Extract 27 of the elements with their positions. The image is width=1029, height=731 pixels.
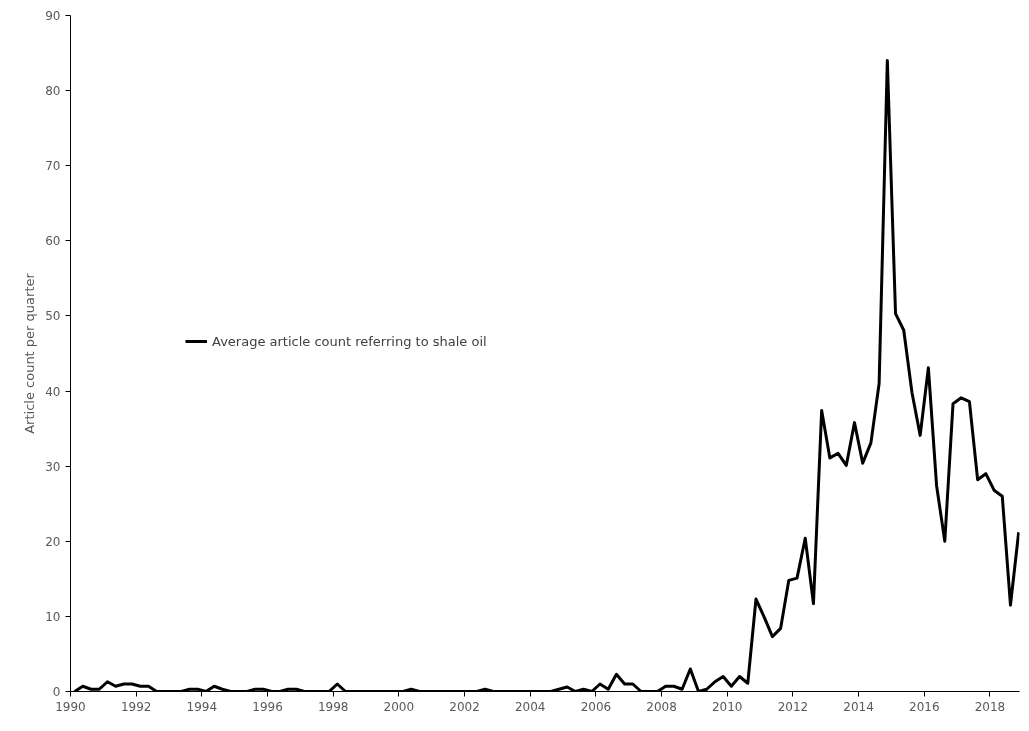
- y-tick-label: 30: [45, 459, 61, 474]
- x-tick-label: 2010: [711, 699, 743, 714]
- y-tick-label: 0: [52, 685, 61, 699]
- y-tick-label: 50: [45, 309, 61, 324]
- y-tick-label: 80: [45, 84, 61, 99]
- y-tick-label: 20: [45, 534, 61, 549]
- x-tick-label: 2000: [383, 699, 415, 714]
- x-tick-label: 1996: [252, 699, 283, 714]
- y-tick-label: 70: [45, 159, 61, 174]
- x-tick-label: 1994: [186, 699, 218, 714]
- y-tick-label: 10: [45, 609, 61, 624]
- legend-label: Average article count referring to shale oil: [212, 333, 487, 349]
- x-tick-label: 2014: [843, 699, 874, 714]
- x-tick-label: 2016: [909, 699, 940, 714]
- y-tick-label: 40: [45, 384, 61, 399]
- x-tick-label: 2012: [777, 699, 809, 714]
- x-tick-label: 2018: [974, 699, 1006, 714]
- x-tick-label: 1990: [55, 699, 86, 714]
- y-axis-title: Article count per quarter: [22, 272, 38, 434]
- x-tick-label: 2002: [449, 699, 480, 714]
- x-tick-label: 2008: [646, 699, 677, 714]
- x-tick-label: 1992: [120, 699, 152, 714]
- y-tick-label: 60: [45, 234, 61, 249]
- x-tick-label: 2006: [580, 699, 612, 714]
- x-tick-label: 1998: [317, 699, 349, 714]
- y-tick-label: 90: [45, 9, 61, 23]
- x-tick-label: 2004: [514, 699, 546, 714]
